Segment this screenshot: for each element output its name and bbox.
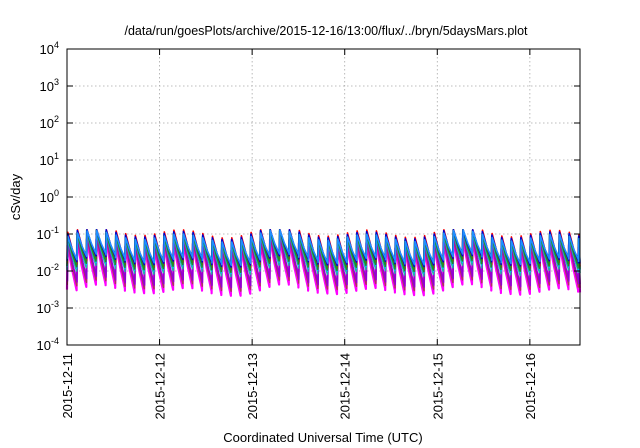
y-tick-label: 10-1 [37, 225, 59, 242]
y-tick-exponent: -3 [51, 299, 59, 309]
x-tick-label: 2015-12-16 [523, 353, 538, 420]
y-tick-base: 10 [37, 227, 51, 242]
y-tick-exponent: -4 [51, 336, 59, 346]
y-tick-base: 10 [40, 42, 54, 57]
series-line [66, 229, 581, 273]
y-tick-exponent: 0 [54, 188, 59, 198]
y-tick-exponent: 3 [54, 77, 59, 87]
grid [67, 49, 580, 345]
y-tick-exponent: -1 [51, 225, 59, 235]
x-axis-label: Coordinated Universal Time (UTC) [223, 430, 422, 445]
x-axis: 2015-12-11 2015-12-12 2015-12-13 2015-12-14… [60, 49, 538, 420]
series-line [66, 229, 581, 267]
y-tick-label: 100 [40, 188, 59, 205]
y-tick-base: 10 [40, 153, 54, 168]
y-tick-label: 103 [40, 77, 59, 94]
x-tick-label: 2015-12-11 [60, 353, 75, 419]
y-tick-exponent: 2 [54, 114, 59, 124]
series-line [65, 237, 582, 297]
x-tick-label: 2015-12-14 [338, 353, 353, 420]
y-tick-base: 10 [40, 79, 54, 94]
y-tick-exponent: 1 [54, 151, 59, 161]
y-tick-base: 10 [40, 116, 54, 131]
y-tick-exponent: 4 [54, 40, 59, 50]
y-tick-label: 10-2 [37, 262, 59, 279]
series-layer [65, 229, 582, 297]
y-tick-label: 104 [40, 40, 59, 57]
chart-title: /data/run/goesPlots/archive/2015-12-16/1… [124, 24, 528, 38]
y-tick-base: 10 [37, 264, 51, 279]
x-tick-label: 2015-12-15 [430, 353, 445, 420]
x-tick-label: 2015-12-13 [245, 353, 260, 420]
series-line [66, 230, 581, 278]
series-line [66, 232, 581, 289]
y-tick-label: 10-3 [37, 299, 59, 316]
series-line [66, 234, 581, 292]
y-tick-base: 10 [37, 301, 51, 316]
y-tick-exponent: -2 [51, 262, 59, 272]
y-tick-label: 102 [40, 114, 59, 131]
y-tick-base: 10 [40, 190, 54, 205]
y-tick-label: 10-4 [37, 336, 59, 353]
x-tick-label: 2015-12-12 [153, 353, 168, 420]
y-axis-label: cSv/day [8, 173, 23, 220]
y-tick-label: 101 [40, 151, 59, 168]
y-tick-base: 10 [37, 338, 51, 353]
